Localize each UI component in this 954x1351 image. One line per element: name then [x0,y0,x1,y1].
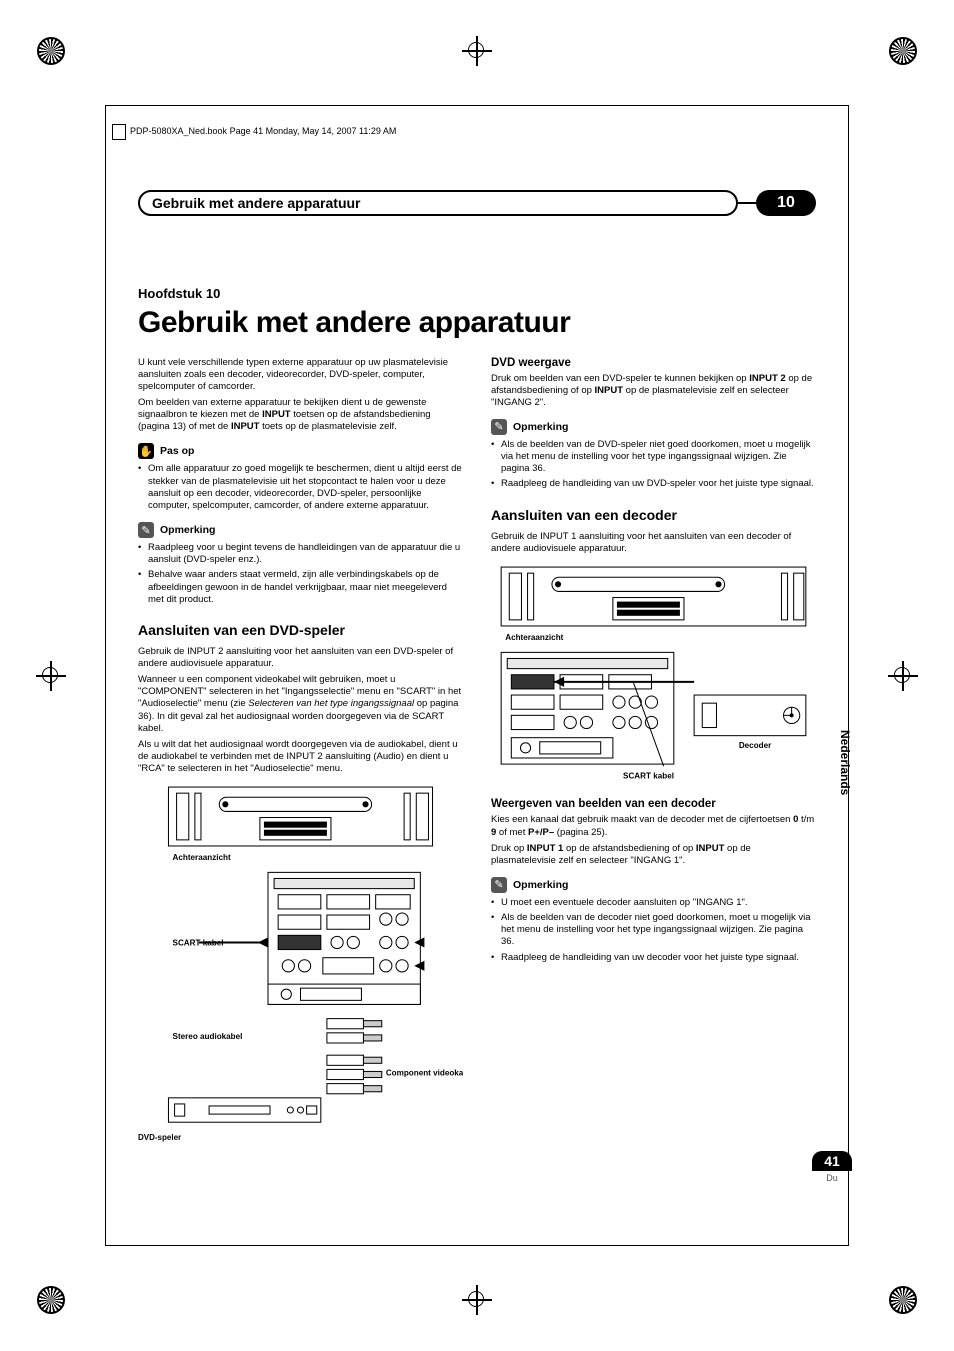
page-number: 41 [812,1151,852,1171]
list-item: Behalve waar anders staat vermeld, zijn … [138,569,463,605]
list-item: Raadpleeg de handleiding van uw decoder … [491,952,816,964]
content-area: Gebruik met andere apparatuur 10 Hoofdst… [138,190,816,1211]
diagram-rear-label: Achteraanzicht [505,633,563,642]
note-list: Als de beelden van de DVD-speler niet go… [491,439,816,491]
header-connector [738,202,756,204]
note-list: U moet een eventuele decoder aansluiten … [491,897,816,964]
caution-label: Pas op [160,445,194,457]
two-column-layout: U kunt vele verschillende typen externe … [138,357,816,1142]
subheading-dvd-playback: DVD weergave [491,357,816,369]
crop-mark-icon [456,1279,498,1321]
diagram-device-label: DVD-speler [138,1133,463,1142]
body-text: Druk om beelden van een DVD-speler te ku… [491,373,816,409]
note-icon: ✎ [138,522,154,538]
chapter-header-pill: Gebruik met andere apparatuur [138,190,738,216]
page-number-box: 41 Du [812,1151,852,1183]
chapter-header-bar: Gebruik met andere apparatuur 10 [138,190,816,216]
bold-text: INPUT [262,409,291,420]
bold-text: INPUT 1 [527,843,563,854]
registration-mark-icon [30,1279,72,1321]
chapter-header-title: Gebruik met andere apparatuur [152,195,361,211]
body-text: Wanneer u een component videokabel wilt … [138,674,463,735]
note-list: Raadpleeg voor u begint tevens de handle… [138,542,463,606]
note-icon: ✎ [491,877,507,893]
note-label: Opmerking [160,524,215,536]
page-lang-code: Du [812,1171,852,1183]
note-heading: ✎ Opmerking [491,419,816,435]
decoder-connection-diagram: Achteraanzicht [491,563,816,786]
diagram-stereo-label: Stereo audiokabel [173,1032,243,1041]
text: Druk om beelden van een DVD-speler te ku… [491,373,749,384]
note-heading: ✎ Opmerking [138,522,463,538]
caution-list: Om alle apparatuur zo goed mogelijk te b… [138,463,463,512]
crop-mark-icon [456,30,498,72]
caution-heading: ✋ Pas op [138,443,463,459]
text: toets op de plasmatelevisie zelf. [259,421,396,432]
bold-text: INPUT 2 [749,373,785,384]
diagram-scart-label: SCART kabel [173,939,224,948]
intro-paragraph: Om beelden van externe apparatuur te bek… [138,397,463,433]
text: of met [496,827,528,838]
dvd-connection-diagram: Achteraanzicht [138,783,463,1128]
registration-mark-icon [882,1279,924,1321]
text: t/m [798,814,814,825]
subheading-decoder-playback: Weergeven van beelden van een decoder [491,798,816,810]
chapter-prefix: Hoofdstuk 10 [138,286,816,301]
list-item: Raadpleeg de handleiding van uw DVD-spel… [491,478,816,490]
text: Druk op [491,843,527,854]
diagram-component-label: Component videokabel [386,1069,463,1078]
text: op de afstandsbediening of op [563,843,696,854]
section-heading-dvd-connect: Aansluiten van een DVD-speler [138,622,463,638]
bold-text: INPUT [231,421,260,432]
registration-mark-icon [882,30,924,72]
note-label: Opmerking [513,421,568,433]
list-item: U moet een eventuele decoder aansluiten … [491,897,816,909]
list-item: Om alle apparatuur zo goed mogelijk te b… [138,463,463,512]
bold-text: INPUT [696,843,725,854]
body-text: Gebruik de INPUT 1 aansluiting voor het … [491,531,816,555]
diagram-rear-label: Achteraanzicht [173,854,231,863]
text: (pagina 25). [554,827,607,838]
body-text: Druk op INPUT 1 op de afstandsbediening … [491,843,816,867]
list-item: Als de beelden van de DVD-speler niet go… [491,439,816,475]
note-label: Opmerking [513,879,568,891]
page: PDP-5080XA_Ned.book Page 41 Monday, May … [0,0,954,1351]
chapter-title: Gebruik met andere apparatuur [138,307,816,339]
language-tab: Nederlands [838,730,852,795]
chapter-number-badge: 10 [756,190,816,216]
diagram-device-label: Decoder [739,741,772,750]
list-item: Als de beelden van de decoder niet goed … [491,912,816,948]
crop-mark-icon [882,655,924,697]
body-text: Als u wilt dat het audiosignaal wordt do… [138,739,463,775]
note-heading: ✎ Opmerking [491,877,816,893]
crop-mark-icon [30,655,72,697]
book-meta-line: PDP-5080XA_Ned.book Page 41 Monday, May … [130,126,396,136]
right-column: DVD weergave Druk om beelden van een DVD… [491,357,816,1142]
text: Kies een kanaal dat gebruik maakt van de… [491,814,793,825]
italic-text: Selecteren van het type ingangssignaal [248,698,414,709]
body-text: Kies een kanaal dat gebruik maakt van de… [491,814,816,838]
diagram-scart-label: SCART kabel [623,771,674,780]
list-item: Raadpleeg voor u begint tevens de handle… [138,542,463,566]
section-heading-decoder-connect: Aansluiten van een decoder [491,507,816,523]
bold-text: INPUT [595,385,624,396]
intro-paragraph: U kunt vele verschillende typen externe … [138,357,463,393]
body-text: Gebruik de INPUT 2 aansluiting voor het … [138,646,463,670]
warning-icon: ✋ [138,443,154,459]
left-column: U kunt vele verschillende typen externe … [138,357,463,1142]
note-icon: ✎ [491,419,507,435]
registration-mark-icon [30,30,72,72]
bold-text: P+/P– [528,827,554,838]
